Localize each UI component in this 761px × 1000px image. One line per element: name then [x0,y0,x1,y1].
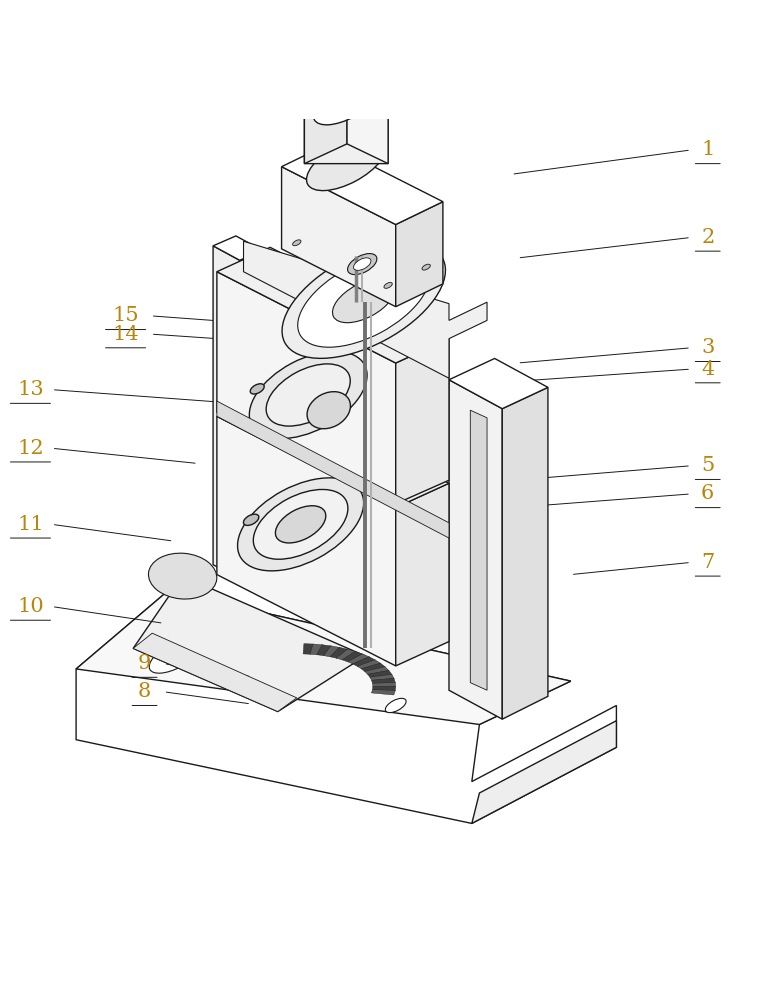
Polygon shape [365,667,389,675]
Ellipse shape [275,506,326,543]
Ellipse shape [354,258,371,270]
Ellipse shape [348,254,377,275]
Text: 12: 12 [18,439,43,458]
Polygon shape [372,686,396,691]
Polygon shape [303,644,314,654]
Polygon shape [323,646,340,657]
Polygon shape [213,236,263,260]
Polygon shape [470,410,487,690]
Polygon shape [449,358,548,409]
Text: 2: 2 [701,228,715,247]
Polygon shape [240,250,263,579]
Polygon shape [371,678,396,684]
Ellipse shape [282,243,445,358]
Polygon shape [370,674,394,681]
Polygon shape [373,682,396,687]
Polygon shape [361,663,385,672]
Ellipse shape [253,489,348,559]
Text: 4: 4 [701,360,715,379]
Ellipse shape [385,698,406,713]
Text: 6: 6 [701,484,715,503]
Text: 7: 7 [701,553,715,572]
Polygon shape [371,690,395,695]
Ellipse shape [307,137,386,191]
Polygon shape [217,416,396,666]
Polygon shape [396,339,449,504]
Text: 11: 11 [17,515,44,534]
Ellipse shape [148,553,217,599]
Polygon shape [336,649,356,660]
Text: 14: 14 [113,325,139,344]
Polygon shape [133,576,365,712]
Polygon shape [213,246,240,579]
Text: 9: 9 [138,654,151,673]
Text: 8: 8 [138,682,151,701]
Text: 10: 10 [17,597,44,616]
Polygon shape [76,591,616,823]
Polygon shape [396,483,449,666]
Polygon shape [502,387,548,719]
Ellipse shape [422,264,430,270]
Polygon shape [352,657,376,666]
Polygon shape [357,660,380,669]
Polygon shape [342,651,363,662]
Polygon shape [449,380,502,719]
Ellipse shape [298,254,430,347]
Polygon shape [217,247,449,363]
Ellipse shape [237,478,364,571]
Ellipse shape [307,392,351,429]
Ellipse shape [266,364,350,426]
Ellipse shape [250,384,264,394]
Ellipse shape [314,81,379,125]
Polygon shape [244,241,487,378]
Polygon shape [347,84,388,164]
Text: 13: 13 [17,380,44,399]
Polygon shape [330,647,349,658]
Text: 5: 5 [701,456,715,475]
Polygon shape [217,392,449,508]
Polygon shape [304,84,347,164]
Polygon shape [317,645,332,656]
Polygon shape [217,272,396,504]
Text: 1: 1 [701,140,715,159]
Polygon shape [368,670,392,677]
Ellipse shape [333,279,395,323]
Text: 15: 15 [113,306,139,325]
Polygon shape [396,202,443,307]
Ellipse shape [384,282,392,288]
Polygon shape [472,721,616,823]
Ellipse shape [244,514,259,525]
Ellipse shape [250,351,367,439]
Polygon shape [217,401,449,538]
Polygon shape [133,633,297,712]
Text: 3: 3 [701,338,715,357]
Ellipse shape [293,240,301,246]
Polygon shape [76,591,571,724]
Ellipse shape [336,73,357,87]
Polygon shape [304,83,388,164]
Ellipse shape [149,639,201,673]
Polygon shape [348,654,370,664]
Polygon shape [310,644,323,655]
Polygon shape [282,144,443,225]
Polygon shape [282,167,396,307]
